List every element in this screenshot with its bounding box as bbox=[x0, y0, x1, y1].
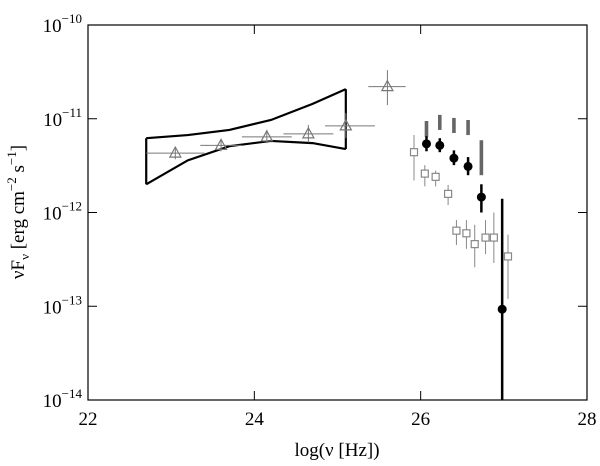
square-marker bbox=[444, 189, 453, 198]
x-tick-label: 28 bbox=[578, 409, 597, 430]
triangle-marker bbox=[339, 118, 353, 131]
y-tick-base: 10 bbox=[43, 391, 62, 412]
y-label-unit: s bbox=[8, 165, 29, 177]
y-label-base: νF bbox=[8, 260, 29, 279]
butterfly-upper bbox=[146, 88, 347, 140]
y-label-exp: −1 bbox=[4, 151, 19, 165]
y-tick-exponent: −10 bbox=[62, 11, 82, 26]
y-tick-base: 10 bbox=[43, 204, 62, 225]
square-marker bbox=[452, 226, 461, 235]
x-tick-label: 22 bbox=[79, 409, 98, 430]
plot-frame bbox=[87, 24, 588, 401]
y-tick-label: 10−11 bbox=[43, 105, 82, 131]
square-marker bbox=[489, 233, 498, 242]
y-tick-exponent: −14 bbox=[62, 386, 83, 401]
y-label-close: ] bbox=[8, 145, 29, 151]
y-label-unit: [erg cm bbox=[8, 191, 29, 254]
y-tick-label: 10−12 bbox=[43, 199, 82, 225]
y-tick-label: 10−13 bbox=[43, 292, 82, 318]
square-marker bbox=[481, 233, 490, 242]
square-marker bbox=[503, 252, 513, 261]
triangle-marker bbox=[168, 145, 182, 158]
circle-marker bbox=[476, 192, 486, 202]
circle-marker bbox=[421, 139, 431, 149]
square-marker bbox=[420, 169, 429, 178]
bar-range bbox=[424, 121, 429, 137]
y-tick-label: 10−10 bbox=[43, 11, 82, 37]
bar-range bbox=[479, 140, 484, 176]
square-marker bbox=[470, 240, 479, 249]
bar-range bbox=[466, 119, 470, 136]
bar-range bbox=[452, 117, 456, 133]
square-marker bbox=[431, 172, 440, 181]
square-marker bbox=[409, 148, 419, 157]
y-label-exp: −2 bbox=[4, 177, 19, 191]
circle-marker bbox=[463, 161, 473, 171]
x-tick-label: 24 bbox=[245, 409, 265, 430]
butterfly-lower bbox=[145, 139, 347, 186]
x-tick-label: 26 bbox=[411, 409, 430, 430]
triangle-marker bbox=[260, 129, 274, 142]
square-marker bbox=[462, 229, 471, 238]
triangle-marker bbox=[214, 138, 228, 150]
y-tick-base: 10 bbox=[43, 16, 62, 37]
y-tick-exponent: −13 bbox=[62, 292, 82, 307]
triangle-marker bbox=[301, 126, 315, 139]
circle-marker bbox=[435, 140, 445, 150]
y-tick-base: 10 bbox=[43, 110, 62, 131]
y-tick-base: 10 bbox=[43, 297, 62, 318]
y-tick-label: 10−14 bbox=[43, 386, 83, 412]
y-tick-exponent: −11 bbox=[62, 105, 82, 120]
x-axis-label: log(ν [Hz]) bbox=[294, 440, 379, 461]
triangle-marker bbox=[380, 79, 394, 92]
circle-marker bbox=[497, 304, 507, 314]
y-label-sub: ν bbox=[17, 254, 32, 260]
y-tick-exponent: −12 bbox=[62, 199, 82, 214]
circle-marker bbox=[449, 153, 459, 163]
y-axis-label: νFν [erg cm−2 s−1] bbox=[4, 145, 32, 279]
bar-range bbox=[437, 114, 442, 130]
